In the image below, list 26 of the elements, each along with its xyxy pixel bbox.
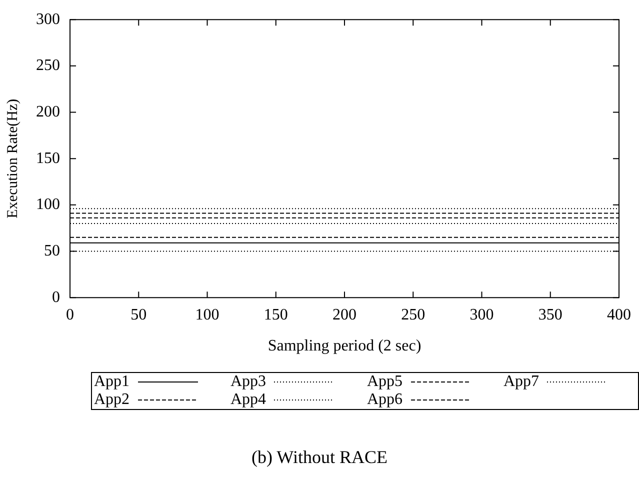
y-tick-label: 200 [36, 103, 60, 120]
x-tick-label: 0 [66, 306, 74, 324]
x-tick-label: 150 [264, 306, 288, 324]
y-tick-label: 0 [52, 288, 60, 306]
legend-label: App2 [94, 391, 130, 409]
legend-label: App1 [94, 373, 130, 391]
legend-label: App7 [504, 373, 540, 391]
legend-label: App4 [230, 391, 266, 409]
text: (b) Without RACE [250, 447, 388, 468]
x-tick-label: 100 [195, 306, 220, 324]
x-tick-label: 300 [470, 306, 494, 324]
legend-label: App3 [230, 373, 266, 391]
y-tick-label: 150 [36, 150, 60, 167]
y-tick-label: 250 [36, 57, 60, 74]
x-tick-label: 200 [332, 306, 356, 324]
x-tick-label: 350 [538, 306, 562, 324]
x-axis-title: Sampling period (2 sec) [268, 338, 422, 355]
legend-label: App5 [367, 373, 403, 391]
x-tick-label: 50 [130, 306, 147, 324]
y-tick-label: 50 [44, 242, 60, 260]
y-tick-label: 100 [36, 196, 60, 214]
legend-label: App6 [367, 391, 403, 409]
x-tick-label: 250 [401, 306, 426, 324]
x-tick-label: 400 [607, 306, 631, 324]
y-axis-title: Execution Rate(Hz) [4, 98, 21, 218]
y-tick-label: 300 [36, 10, 60, 28]
